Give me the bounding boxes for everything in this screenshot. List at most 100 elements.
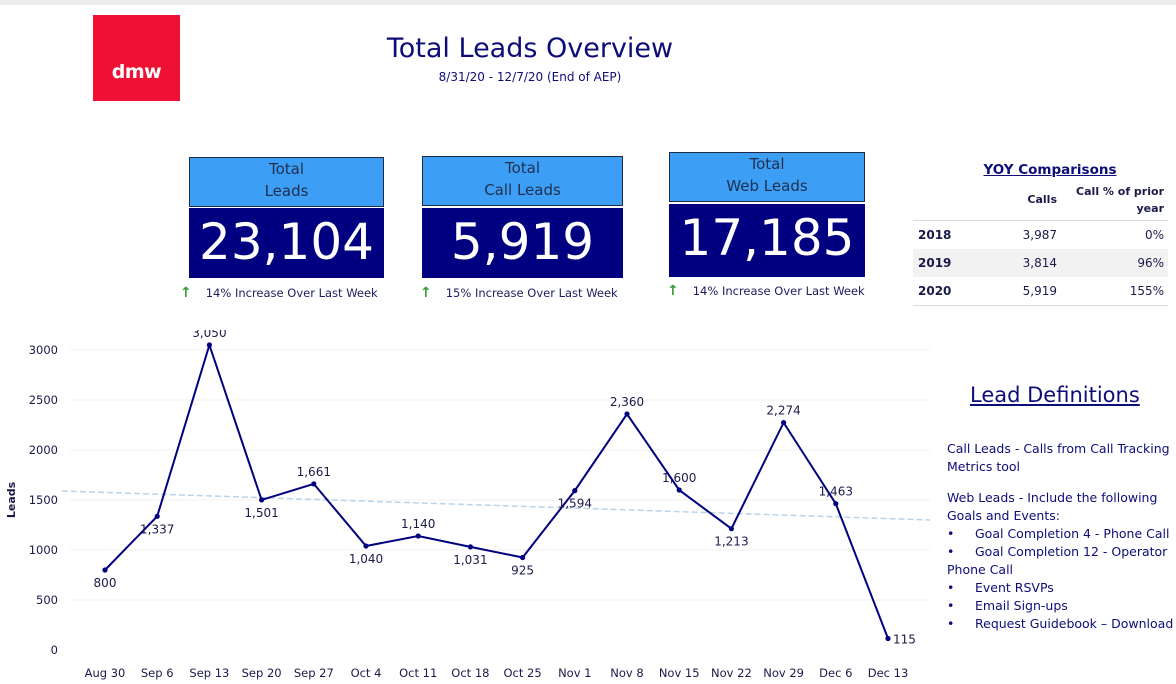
yoy-calls: 3,987 — [1022, 228, 1057, 242]
data-label: 1,213 — [714, 535, 748, 549]
x-tick-label: Nov 22 — [711, 666, 752, 680]
yoy-pct: 0% — [1144, 228, 1164, 242]
bullet-icon: • — [947, 616, 955, 631]
x-tick-label: Oct 11 — [399, 666, 437, 680]
kpi-web-leads-header: Total Web Leads — [669, 152, 865, 202]
y-tick-label: 3000 — [29, 343, 58, 357]
web-leads-line2: Goals and Events: — [947, 508, 1060, 523]
list-item-text: Goal Completion 12 - Operator — [975, 544, 1168, 559]
x-tick-label: Sep 13 — [189, 666, 229, 680]
kpi-call-leads-header: Total Call Leads — [422, 156, 623, 206]
yoy-calls: 3,814 — [1022, 256, 1057, 270]
table-row: 2019 3,814 96% — [913, 249, 1168, 277]
data-label: 115 — [893, 633, 916, 647]
bullet-icon: • — [947, 526, 955, 541]
list-item: • Goal Completion 4 - Phone Call — [947, 525, 1173, 543]
top-bar — [0, 0, 1176, 5]
yoy-comparisons-title: YOY Comparisons — [983, 162, 1117, 178]
yoy-calls-header: Calls — [1027, 193, 1057, 206]
data-label: 1,040 — [349, 552, 383, 566]
x-tick-label: Sep 6 — [141, 666, 174, 680]
data-point — [102, 567, 108, 573]
data-point — [520, 554, 526, 561]
kpi-note-text: 14% Increase Over Last Week — [205, 286, 378, 300]
series-line — [104, 341, 889, 639]
data-label: 1,140 — [401, 517, 435, 531]
data-label: 3,050 — [192, 330, 226, 340]
leads-line-chart: 0 500 1000 1500 2000 2500 3000 Leads Aug 30 Sep 6… — [5, 330, 931, 680]
list-item: • Email Sign-ups — [947, 597, 1173, 615]
y-tick-label: 0 — [51, 643, 58, 657]
date-range-subtitle: 8/31/20 - 12/7/20 (End of AEP) — [438, 70, 622, 84]
x-tick-label: Sep 20 — [242, 666, 282, 680]
kpi-total-leads-value: 23,104 — [189, 208, 384, 278]
yoy-year: 2019 — [918, 256, 952, 270]
x-tick-label: Nov 29 — [763, 666, 804, 680]
data-point — [467, 544, 473, 550]
bullet-icon: • — [947, 598, 955, 613]
data-label: 2,274 — [766, 404, 800, 418]
list-item: • Request Guidebook – Download — [947, 615, 1173, 633]
kpi-web-leads-value: 17,185 — [669, 204, 865, 277]
x-tick-label: Dec 13 — [868, 666, 909, 680]
x-tick-label: Nov 8 — [610, 666, 643, 680]
yoy-pct-header: Call % of prior year — [1068, 183, 1164, 217]
data-label: 1,661 — [297, 465, 331, 479]
kpi-header-line2: Leads — [264, 182, 309, 200]
data-point — [572, 488, 578, 494]
list-item-text: Request Guidebook – Download — [975, 616, 1174, 631]
x-tick-label: Aug 30 — [85, 666, 126, 680]
data-label: 925 — [511, 564, 534, 578]
kpi-total-leads-note: ↑ 14% Increase Over Last Week — [180, 285, 378, 301]
y-tick-label: 2000 — [29, 443, 58, 457]
table-row: 2020 5,919 155% — [913, 277, 1168, 305]
call-leads-text: - Calls from Call Tracking — [1010, 441, 1170, 456]
call-leads-line2: Metrics tool — [947, 459, 1021, 474]
trend-line — [61, 490, 931, 521]
data-point — [885, 635, 891, 642]
list-item-continuation: Phone Call — [947, 562, 1014, 577]
data-point — [206, 342, 212, 348]
page-title: Total Leads Overview — [386, 33, 674, 64]
web-leads-text: - Include the following — [1014, 490, 1158, 505]
y-tick-label: 1500 — [29, 493, 58, 507]
data-label: 1,501 — [244, 506, 278, 520]
company-logo: dmw — [93, 15, 180, 101]
arrow-up-icon: ↑ — [667, 283, 679, 299]
kpi-call-leads-value: 5,919 — [422, 208, 623, 278]
data-point — [415, 533, 421, 539]
data-point — [154, 513, 160, 519]
x-tick-label: Nov 1 — [558, 666, 591, 680]
x-tick-label: Oct 25 — [504, 666, 542, 680]
data-label: 1,337 — [140, 522, 174, 536]
yoy-pct: 155% — [1129, 284, 1164, 298]
kpi-header-line1: Total — [268, 160, 305, 178]
x-tick-label: Oct 18 — [451, 666, 489, 680]
list-item: • Event RSVPs — [947, 579, 1173, 597]
call-leads-line1: Call Leads - Calls from Call Tracking — [947, 440, 1170, 458]
data-label: 1,594 — [558, 497, 592, 511]
kpi-header-line1: Total — [504, 159, 541, 177]
data-point — [728, 526, 735, 532]
logo-text: dmw — [111, 61, 162, 83]
data-label: 1,463 — [819, 485, 853, 499]
data-point — [363, 543, 369, 549]
kpi-header-line1: Total — [749, 155, 785, 173]
table-row: 2018 3,987 0% — [913, 221, 1168, 249]
y-tick-label: 1000 — [29, 543, 58, 557]
kpi-call-leads-note: ↑ 15% Increase Over Last Week — [420, 285, 618, 301]
bullet-icon: • — [947, 580, 955, 595]
web-leads-definition: Web Leads - Include the following Goals … — [947, 489, 1173, 633]
table-divider — [913, 305, 1168, 306]
list-item-text: Goal Completion 4 - Phone Call — [975, 526, 1170, 541]
data-point — [833, 501, 839, 507]
data-point — [676, 487, 682, 493]
x-tick-label: Nov 15 — [659, 666, 700, 680]
data-point — [311, 481, 317, 487]
x-tick-label: Dec 6 — [819, 666, 852, 680]
list-item-text: Event RSVPs — [975, 580, 1054, 595]
call-leads-label: Call Leads — [947, 441, 1011, 456]
kpi-total-leads-header: Total Leads — [189, 157, 384, 207]
data-label: 1,600 — [662, 471, 696, 485]
yoy-calls: 5,919 — [1022, 284, 1057, 298]
